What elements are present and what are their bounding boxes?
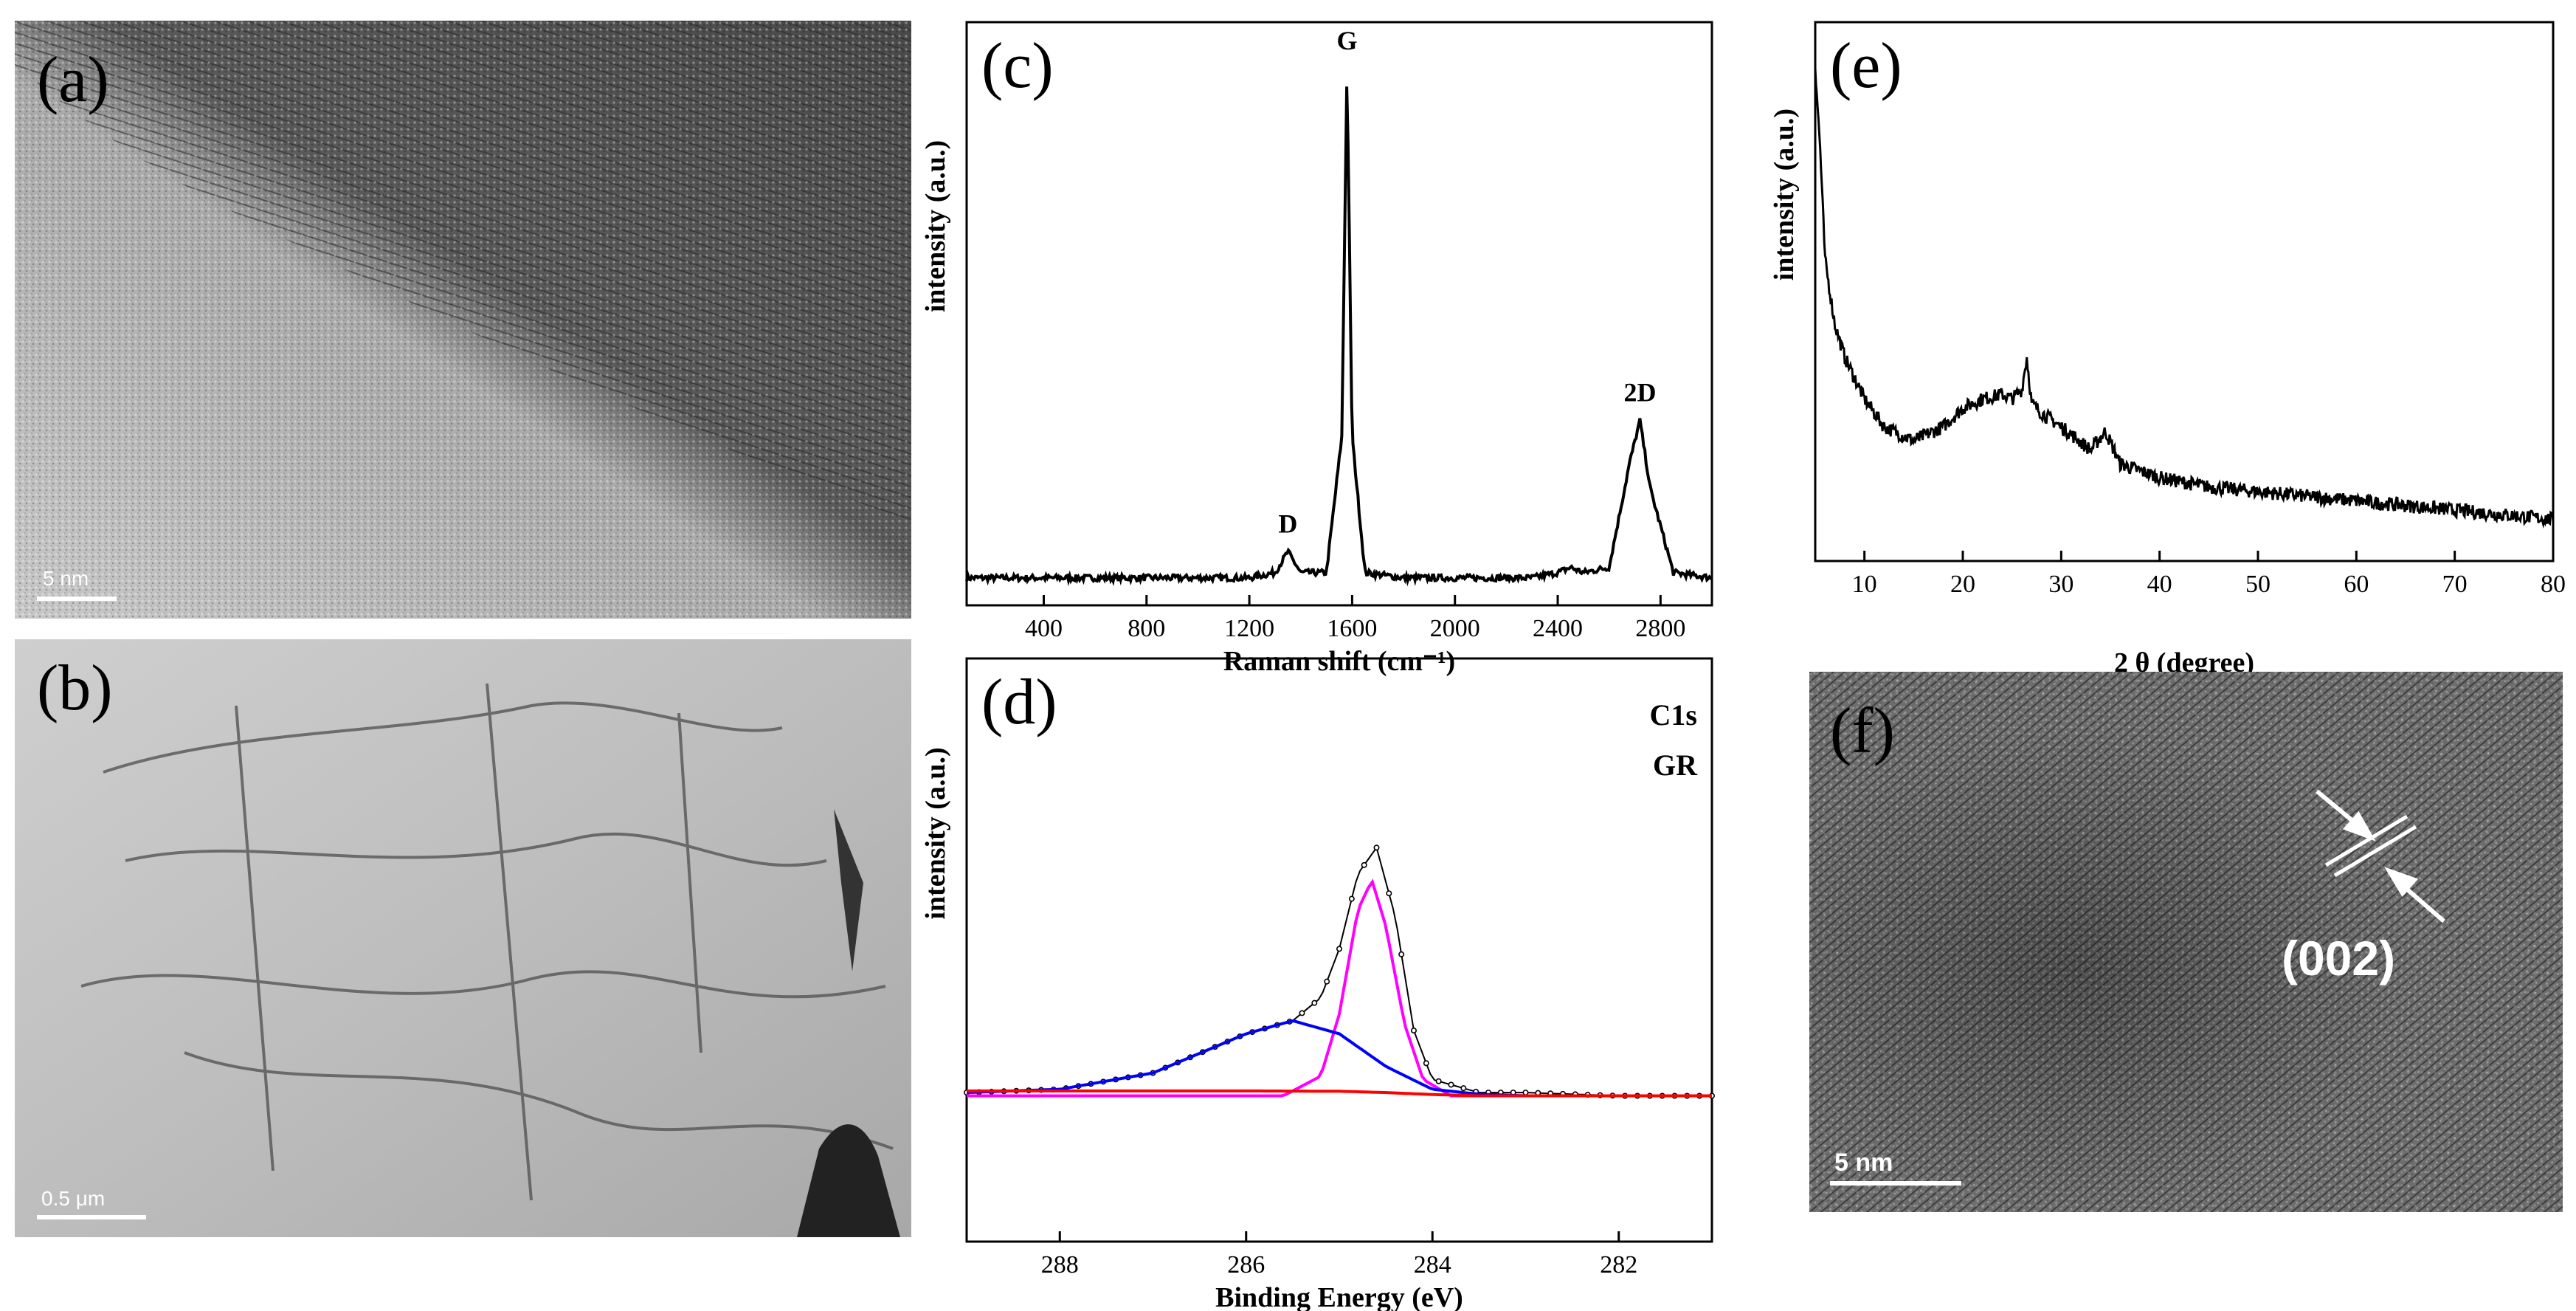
scale-bar-f	[1830, 1181, 1961, 1186]
scale-bar-label-a: 5 nm	[43, 567, 89, 590]
scale-bar-a	[37, 596, 117, 601]
x-tick-label: 2000	[1430, 615, 1480, 642]
scale-bar-label-f: 5 nm	[1834, 1149, 1893, 1177]
peak-label: D	[1278, 509, 1297, 538]
raman-chart-svg: 400 800 1200 1600 2000 2400 2800 Raman shift (c…	[920, 21, 1713, 677]
series-line-2	[966, 1019, 1712, 1098]
data-point	[1423, 1060, 1429, 1067]
scale-bar-b	[37, 1215, 146, 1219]
data-point	[1410, 1028, 1417, 1034]
x-tick-label: 282	[1600, 1251, 1637, 1279]
data-point	[1386, 890, 1392, 897]
x-tick-label: 2400	[1533, 615, 1583, 642]
x-tick-label: 80	[2541, 571, 2566, 598]
x-tick-label: 50	[2245, 571, 2271, 598]
data-point	[1460, 1085, 1467, 1092]
data-point	[1299, 1010, 1305, 1016]
data-point	[1324, 978, 1330, 985]
data-point	[1348, 895, 1355, 902]
data-point	[1373, 844, 1380, 851]
x-tick-label: 70	[2442, 571, 2468, 598]
scale-bar-label-b: 0.5 μm	[41, 1187, 106, 1210]
x-tick-label: 2800	[1635, 615, 1685, 642]
panel-label: (d)	[981, 667, 1057, 738]
x-tick-label: 40	[2147, 571, 2172, 598]
x-tick-label: 60	[2344, 571, 2369, 598]
panel-label-f: (f)	[1830, 695, 1895, 767]
panel-label-b: (b)	[37, 653, 113, 724]
tem-image-f: (f) (002) 5 nm	[1809, 672, 2563, 1212]
y-axis-label: intensity (a.u.)	[920, 747, 951, 919]
series-line-3	[967, 1089, 1712, 1098]
series-line-0	[1814, 68, 2555, 529]
panel-label: (e)	[1830, 30, 1902, 102]
x-tick-label: 1600	[1327, 615, 1377, 642]
x-tick-label: 800	[1128, 615, 1165, 642]
x-tick-label: 30	[2048, 571, 2073, 598]
data-point	[1398, 951, 1405, 957]
raman-chart: 400 800 1200 1600 2000 2400 2800 Raman shift (c…	[908, 15, 1734, 677]
plot-frame	[1814, 21, 2555, 562]
plot-frame	[965, 657, 1713, 1243]
y-axis-label: intensity (a.u.)	[1769, 109, 1800, 281]
peak-label: G	[1336, 26, 1357, 55]
annotation-gr: GR	[1653, 749, 1698, 782]
data-point	[1311, 999, 1318, 1006]
x-tick-label: 1200	[1224, 615, 1274, 642]
data-point	[1448, 1081, 1454, 1088]
data-point	[1336, 946, 1342, 952]
tem-image-a: (a) 5 nm	[15, 21, 911, 619]
data-point	[1361, 861, 1367, 868]
data-point	[1522, 1090, 1529, 1096]
data-point	[1435, 1078, 1442, 1084]
xps-chart: 288 286 284 282 Binding Energy (eV) intensity…	[908, 650, 1734, 1311]
x-axis-label: Raman shift (cm⁻¹)	[1223, 646, 1455, 677]
x-tick-label: 288	[1041, 1251, 1079, 1279]
panel-label-a: (a)	[37, 44, 109, 116]
x-axis-label: Binding Energy (eV)	[1215, 1282, 1463, 1311]
x-tick-label: 284	[1414, 1251, 1451, 1279]
lattice-plane-label: (002)	[2282, 931, 2396, 985]
x-tick-label: 400	[1025, 615, 1063, 642]
series-line-data	[966, 846, 1712, 1097]
y-axis-label: intensity (a.u.)	[920, 140, 951, 312]
panel-label: (c)	[981, 30, 1054, 102]
x-tick-label: 20	[1950, 571, 1975, 598]
series-line-1	[967, 878, 1712, 1098]
annotation-c1s: C1s	[1650, 698, 1697, 732]
tem-image-b: (b) 0.5 μm	[15, 639, 911, 1237]
xps-chart-svg: 288 286 284 282 Binding Energy (eV) intensity…	[920, 657, 1716, 1311]
series-line-0	[965, 86, 1713, 587]
plot-frame	[965, 21, 1713, 607]
x-tick-label: 286	[1227, 1251, 1265, 1279]
xrd-chart: 10 20 30 40 50 60 70 80 2 θ (degree) intensity (a…	[1719, 15, 2576, 679]
peak-label: 2D	[1623, 378, 1656, 407]
x-tick-label: 10	[1852, 571, 1877, 598]
xrd-chart-svg: 10 20 30 40 50 60 70 802 θ (degree)intensity (a…	[1769, 21, 2566, 678]
